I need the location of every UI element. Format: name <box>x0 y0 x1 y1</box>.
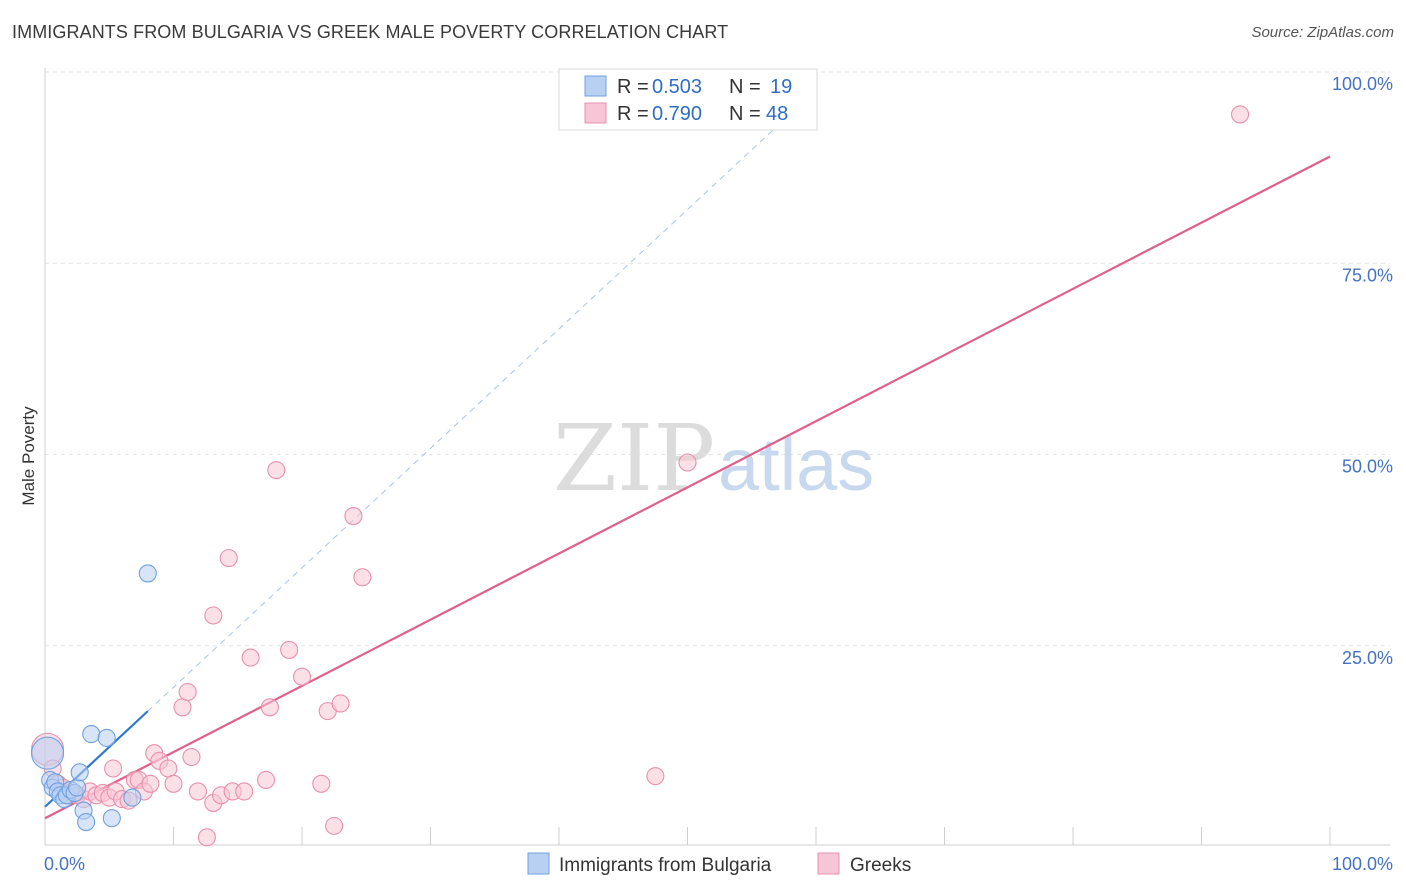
point-greeks-22 <box>164 774 183 793</box>
point-bulgaria-11 <box>70 763 89 782</box>
point-bulgaria-15 <box>97 728 116 747</box>
legend-box: R = 0.503 N = 19 R = 0.790 N = 48 <box>558 68 818 131</box>
point-greeks-35 <box>256 770 276 790</box>
bottom-legend-swatch-bulgaria <box>527 852 550 875</box>
x-tick-label-0: 0.0% <box>44 854 85 874</box>
data-points <box>31 105 1250 847</box>
point-greeks-38 <box>280 640 299 659</box>
point-greeks-28 <box>204 606 223 625</box>
legend-r-value-bulgaria: 0.503 <box>652 76 702 98</box>
point-greeks-24 <box>178 682 197 702</box>
legend-r-label-greeks: R = <box>617 103 649 125</box>
x-tick-label-100: 100.0% <box>1332 854 1393 874</box>
point-greeks-45 <box>353 568 372 587</box>
point-greeks-12 <box>104 759 123 778</box>
point-greeks-36 <box>260 698 279 717</box>
point-greeks-34 <box>241 648 260 667</box>
point-greeks-43 <box>331 694 350 713</box>
point-bulgaria-10 <box>68 778 87 797</box>
chart-title: IMMIGRANTS FROM BULGARIA VS GREEK MALE P… <box>12 22 729 42</box>
point-bulgaria-14 <box>82 725 101 744</box>
point-greeks-27 <box>197 828 216 847</box>
point-greeks-48 <box>1231 105 1250 124</box>
point-bulgaria-13 <box>77 812 96 832</box>
chart-source: Source: ZipAtlas.com <box>1251 24 1394 41</box>
point-greeks-42 <box>325 816 344 835</box>
legend-r-value-greeks: 0.790 <box>652 103 702 125</box>
point-bulgaria-0 <box>31 736 65 770</box>
trend-line-1 <box>44 155 1331 820</box>
y-tick-label-100: 100.0% <box>1332 74 1393 94</box>
point-greeks-21 <box>159 759 178 778</box>
point-greeks-40 <box>312 774 331 793</box>
y-tick-label-50: 50.0% <box>1342 457 1393 477</box>
point-bulgaria-17 <box>123 788 142 807</box>
watermark-atlas: atlas <box>718 423 874 506</box>
bottom-legend-swatch-greeks <box>817 852 840 875</box>
point-greeks-25 <box>182 747 201 767</box>
legend-n-label-bulgaria: N = <box>729 76 761 98</box>
point-greeks-31 <box>219 549 238 568</box>
bottom-legend: Immigrants from Bulgaria Greeks <box>527 852 911 876</box>
legend-r-label-bulgaria: R = <box>617 76 649 98</box>
point-greeks-47 <box>678 453 697 472</box>
point-greeks-26 <box>188 782 207 801</box>
legend-n-value-greeks: 48 <box>766 103 788 125</box>
axes <box>44 68 1390 846</box>
bottom-legend-label-greeks: Greeks <box>850 855 911 876</box>
y-axis-label: Male Poverty <box>19 406 38 506</box>
y-tick-label-25: 25.0% <box>1342 648 1393 668</box>
point-greeks-44 <box>344 506 363 526</box>
y-tick-labels: 25.0% 50.0% 75.0% 100.0% <box>1332 74 1393 668</box>
gridlines <box>45 71 1390 647</box>
bottom-legend-label-bulgaria: Immigrants from Bulgaria <box>559 855 772 876</box>
point-greeks-39 <box>292 667 312 686</box>
legend-n-label-greeks: N = <box>729 103 761 125</box>
legend-swatch-greeks <box>584 102 607 124</box>
point-greeks-33 <box>235 782 254 801</box>
legend-swatch-bulgaria <box>584 75 607 97</box>
trend-line-dashed-0 <box>147 125 778 712</box>
point-greeks-46 <box>646 767 665 786</box>
x-tick-labels: 0.0% 100.0% <box>44 854 1393 874</box>
point-greeks-37 <box>267 461 286 480</box>
point-greeks-18 <box>141 774 160 793</box>
legend-n-value-bulgaria: 19 <box>770 76 792 98</box>
point-bulgaria-16 <box>102 809 121 828</box>
point-bulgaria-18 <box>138 564 157 583</box>
watermark: ZIP atlas <box>553 405 874 512</box>
point-greeks-23 <box>173 698 192 717</box>
y-tick-label-75: 75.0% <box>1342 265 1393 285</box>
